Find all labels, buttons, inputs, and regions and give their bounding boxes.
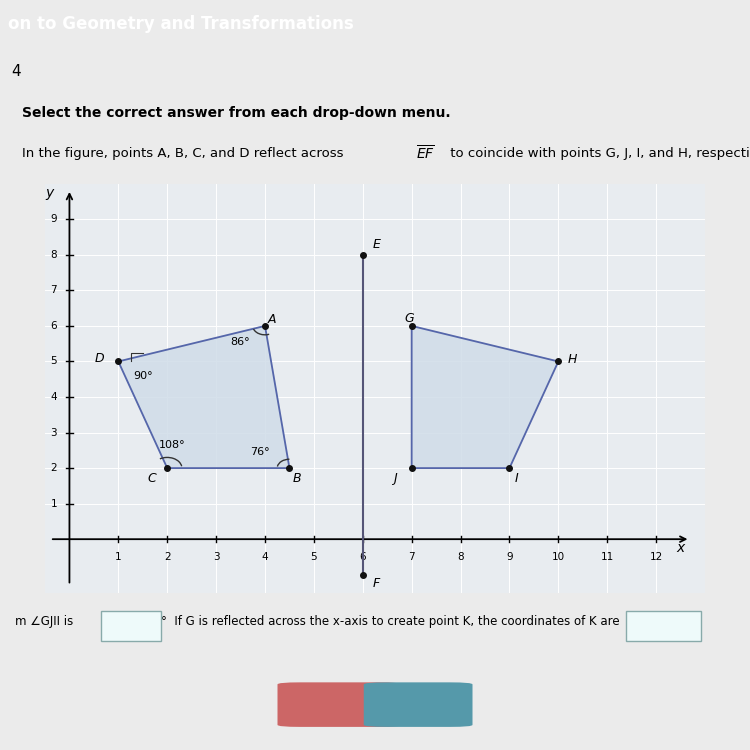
Text: E: E — [373, 238, 380, 251]
Text: Select the correct answer from each drop-down menu.: Select the correct answer from each drop… — [22, 106, 451, 119]
Text: 7: 7 — [408, 552, 415, 562]
Text: I: I — [515, 472, 519, 484]
Text: J: J — [393, 472, 397, 484]
Text: A: A — [268, 313, 277, 326]
Text: 4: 4 — [50, 392, 57, 402]
Text: 10: 10 — [552, 552, 565, 562]
Text: 1: 1 — [50, 499, 57, 508]
Text: $\overline{EF}$: $\overline{EF}$ — [416, 145, 435, 163]
Text: 90°: 90° — [133, 370, 152, 381]
Text: H: H — [567, 353, 577, 366]
Text: 3: 3 — [50, 427, 57, 437]
Text: 9: 9 — [506, 552, 513, 562]
Text: B: B — [292, 472, 301, 484]
Text: on to Geometry and Transformations: on to Geometry and Transformations — [8, 16, 353, 33]
Text: 8: 8 — [50, 250, 57, 259]
Text: Next: Next — [402, 694, 435, 708]
Text: 8: 8 — [458, 552, 464, 562]
Text: ▼: ▼ — [143, 622, 149, 631]
Text: 86°: 86° — [231, 337, 251, 347]
FancyBboxPatch shape — [278, 682, 401, 727]
Text: 1: 1 — [115, 552, 122, 562]
Text: 2: 2 — [164, 552, 170, 562]
Text: 5: 5 — [50, 356, 57, 367]
Text: D: D — [95, 352, 104, 365]
Text: 2: 2 — [50, 463, 57, 473]
Text: °  If G is reflected across the x-axis to create point K, the coordinates of K a: ° If G is reflected across the x-axis to… — [161, 616, 620, 628]
Text: In the figure, points A, B, C, and D reflect across: In the figure, points A, B, C, and D ref… — [22, 147, 348, 160]
Text: 76°: 76° — [251, 447, 270, 457]
Text: 12: 12 — [650, 552, 663, 562]
Text: 11: 11 — [601, 552, 613, 562]
Polygon shape — [412, 326, 558, 468]
Text: 108°: 108° — [159, 440, 185, 450]
FancyBboxPatch shape — [364, 682, 472, 727]
Text: to coincide with points G, J, I, and H, respectively.: to coincide with points G, J, I, and H, … — [446, 147, 750, 160]
Text: ▼: ▼ — [680, 622, 686, 631]
Text: C: C — [147, 472, 156, 484]
Text: 6: 6 — [50, 321, 57, 331]
Text: 4: 4 — [262, 552, 268, 562]
Text: 9: 9 — [50, 214, 57, 224]
FancyBboxPatch shape — [626, 611, 701, 640]
Text: 6: 6 — [359, 552, 366, 562]
Polygon shape — [118, 326, 290, 468]
Text: x: x — [676, 541, 685, 555]
Text: y: y — [46, 186, 54, 200]
Text: 4: 4 — [11, 64, 21, 79]
Text: 7: 7 — [50, 286, 57, 296]
Text: G: G — [404, 311, 414, 325]
Text: Reset: Reset — [320, 694, 360, 708]
FancyBboxPatch shape — [101, 611, 161, 640]
Text: 5: 5 — [310, 552, 317, 562]
Text: F: F — [373, 577, 380, 590]
Text: m ∠GJII is: m ∠GJII is — [15, 616, 74, 628]
Text: 3: 3 — [213, 552, 220, 562]
